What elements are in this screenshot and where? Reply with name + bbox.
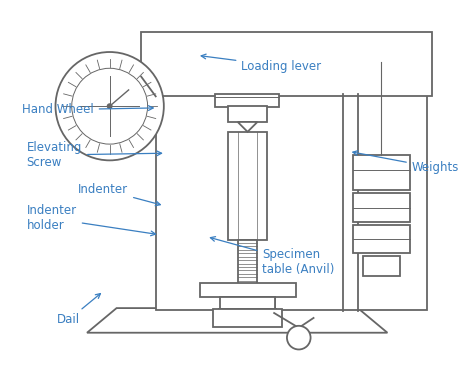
Polygon shape bbox=[87, 308, 387, 333]
Circle shape bbox=[55, 52, 164, 160]
Circle shape bbox=[107, 103, 113, 109]
Polygon shape bbox=[237, 122, 257, 132]
Bar bbox=[141, 32, 432, 96]
Text: Dail: Dail bbox=[57, 294, 100, 326]
Bar bbox=[228, 132, 267, 240]
Bar bbox=[220, 297, 275, 309]
Bar bbox=[222, 297, 275, 309]
Bar bbox=[228, 106, 267, 122]
Text: Weights: Weights bbox=[353, 151, 459, 174]
Text: Specimen
table (Anvil): Specimen table (Anvil) bbox=[210, 237, 335, 276]
Text: Loading lever: Loading lever bbox=[201, 54, 321, 73]
Bar bbox=[353, 225, 410, 253]
Text: Indenter
holder: Indenter holder bbox=[27, 205, 155, 236]
Bar bbox=[353, 155, 410, 190]
Bar bbox=[213, 309, 282, 327]
Circle shape bbox=[72, 68, 147, 144]
Text: Elevating
Screw: Elevating Screw bbox=[27, 141, 162, 169]
Bar bbox=[353, 193, 410, 222]
Circle shape bbox=[287, 326, 310, 350]
Bar bbox=[156, 64, 427, 310]
Bar bbox=[237, 240, 257, 284]
Text: Hand Wheel: Hand Wheel bbox=[22, 103, 153, 116]
Bar bbox=[363, 256, 400, 276]
Text: Indenter: Indenter bbox=[78, 183, 160, 206]
Bar bbox=[215, 94, 279, 107]
Bar bbox=[201, 283, 296, 297]
